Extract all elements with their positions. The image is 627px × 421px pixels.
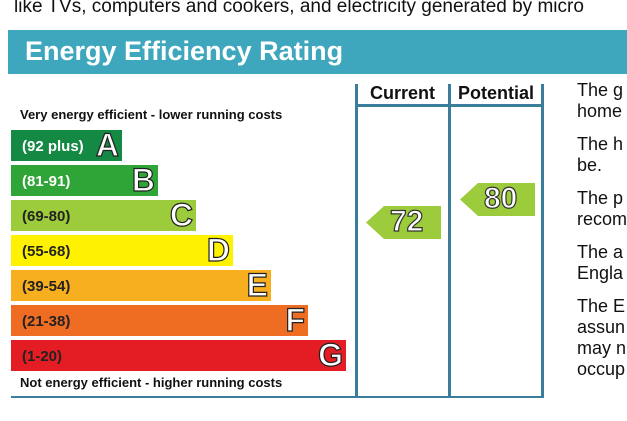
explanation-column: The g home The h be. The p recom The a E… <box>577 80 627 380</box>
band-f-letter: F <box>285 301 306 338</box>
band-e-letter: E <box>246 266 269 303</box>
band-b-letter: B <box>131 161 155 198</box>
caption-top: Very energy efficient - lower running co… <box>20 107 283 122</box>
column-current: Current <box>370 83 436 103</box>
band-d-range: (55-68) <box>22 243 71 260</box>
band-b-range: (81-91) <box>22 173 71 190</box>
grid-line-header <box>355 104 544 107</box>
band-a: (92 plus) A <box>11 126 122 164</box>
band-d: (55-68) D <box>11 231 233 269</box>
explanation-para-3: The p recom <box>577 188 627 229</box>
band-f-range: (21-38) <box>22 313 71 330</box>
explanation-para-2: The h be. <box>577 134 624 175</box>
band-f: (21-38) F <box>11 301 308 339</box>
current-rating-arrow: 72 <box>366 204 441 239</box>
explanation-para-1: The g home <box>577 80 624 121</box>
band-b: (81-91) B <box>11 161 158 199</box>
grid-line-bottom <box>11 396 544 398</box>
explanation-para-4: The a Engla <box>577 242 624 283</box>
explanation-para-5: The E assun may n occup <box>577 296 627 379</box>
band-c-range: (69-80) <box>22 208 71 225</box>
current-arrow-shape <box>366 206 441 239</box>
caption-bottom: Not energy efficient - higher running co… <box>20 375 283 390</box>
intro-text-fragment: like TVs, computers and cookers, and ele… <box>14 0 584 17</box>
band-c: (69-80) C <box>11 196 196 234</box>
band-a-range: (92 plus) <box>22 138 84 155</box>
column-potential: Potential <box>458 83 535 103</box>
band-d-letter: D <box>206 231 230 268</box>
grid-line-middle <box>448 84 451 398</box>
band-a-letter: A <box>95 126 119 163</box>
band-g-letter: G <box>318 336 344 373</box>
title-bar: Energy Efficiency Rating <box>8 30 627 74</box>
band-e-range: (39-54) <box>22 278 71 295</box>
band-g-range: (1-20) <box>22 348 63 365</box>
page-title: Energy Efficiency Rating <box>25 36 344 66</box>
potential-rating-value: 80 <box>483 181 518 215</box>
band-g: (1-20) G <box>11 336 346 374</box>
band-c-letter: C <box>169 196 193 233</box>
potential-rating-arrow: 80 <box>460 181 535 216</box>
current-rating-value: 72 <box>389 204 424 238</box>
band-e: (39-54) E <box>11 266 271 304</box>
grid-line-right <box>541 84 544 398</box>
grid-line-left <box>355 84 358 398</box>
potential-arrow-shape <box>460 183 535 216</box>
